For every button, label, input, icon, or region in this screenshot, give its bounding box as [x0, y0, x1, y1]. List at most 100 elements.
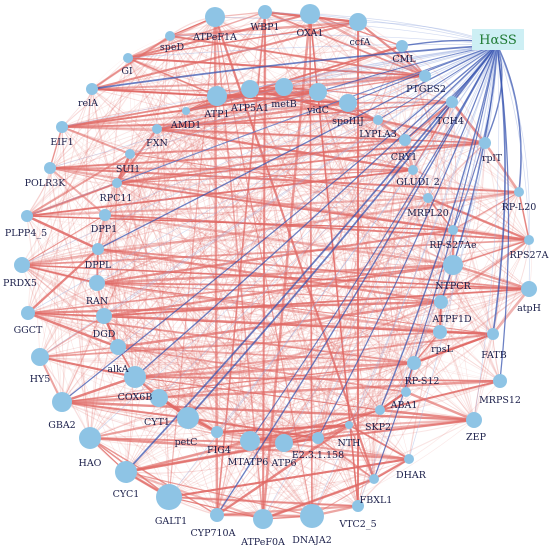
node-ptges2 [419, 70, 431, 82]
node-galt1 [156, 484, 182, 510]
network-edge [61, 379, 501, 404]
network-edge [283, 442, 375, 480]
network-edge [345, 21, 381, 411]
network-edge [412, 169, 530, 241]
network-edge [168, 478, 375, 498]
hub-edge [216, 44, 498, 433]
network-edge [21, 263, 98, 285]
network-edge [168, 333, 494, 498]
node-hy5 [31, 348, 49, 366]
network-edge [404, 139, 530, 241]
node-atp6 [275, 434, 293, 452]
network-edge [134, 361, 415, 379]
node-dppl [92, 243, 104, 255]
network-edge [317, 437, 375, 480]
node-label-dhar: DHAR [396, 470, 427, 481]
network-edge [127, 57, 359, 507]
network-edge [283, 331, 441, 444]
node-label-atph: atpH [517, 303, 541, 314]
node-label-fig4: FIG4 [207, 445, 231, 456]
node-label-ran: RAN [86, 296, 108, 307]
node-label-rp-s27ae: RP-S27Ae [429, 240, 477, 251]
node-dnaja2 [300, 504, 324, 528]
network-edge [473, 333, 494, 421]
network-edge [262, 169, 414, 520]
node-tch4 [446, 96, 458, 108]
node-label-cyp710a: CYP710A [191, 528, 236, 539]
network-edge [26, 196, 429, 218]
network-edge [39, 356, 160, 399]
network-edge [129, 35, 171, 155]
network-edge [156, 127, 414, 172]
network-edge [125, 102, 349, 473]
network-edge [491, 288, 531, 335]
network-edge [134, 333, 494, 378]
node-atp1 [207, 86, 227, 106]
network-edge [26, 215, 475, 421]
node-label-rpc11: RPC11 [100, 193, 133, 204]
node-label-spoiiij: spoIIIJ [332, 116, 364, 127]
node-atpef0a [253, 509, 273, 529]
network-edge [249, 139, 406, 442]
network-edge [373, 142, 486, 480]
network-edge [39, 356, 136, 378]
network-edge [104, 91, 319, 216]
network-edge [27, 45, 403, 314]
network-edge [103, 142, 486, 317]
hub-edge [473, 44, 500, 421]
network-edge [440, 239, 530, 303]
network-edge [169, 35, 486, 144]
network-edge [21, 264, 359, 507]
node-rps27a [524, 235, 534, 245]
network-edge [262, 333, 494, 520]
network-edge [264, 11, 426, 77]
hub-edge [169, 34, 498, 46]
node-label-atp6: ATP6 [270, 458, 296, 469]
node-atp5a1 [241, 80, 259, 98]
hub-edge [357, 44, 498, 507]
network-edge [116, 11, 266, 184]
node-label-oxa1: OXA1 [297, 28, 324, 39]
network-edge [424, 75, 454, 266]
node-label-rplt: rplT [482, 153, 503, 164]
node-label-fxn: FXN [146, 138, 168, 149]
network-edge [91, 88, 313, 517]
node-label-atpf1d: ATPF1D [431, 314, 472, 325]
network-edge [412, 169, 454, 266]
network-edge [216, 437, 319, 516]
network-edge [156, 101, 453, 130]
node-label-ccfa: ccfA [349, 37, 370, 48]
network-edge [127, 57, 218, 97]
hub-edge [96, 44, 498, 284]
network-edge [26, 88, 93, 217]
network-edge [61, 104, 406, 141]
node-label-hy5: HY5 [30, 374, 51, 385]
network-edge [97, 95, 218, 250]
network-edge [125, 142, 486, 473]
network-edge [26, 215, 91, 439]
network-edge [26, 215, 218, 516]
network-edge [91, 88, 285, 444]
network-edge [21, 264, 119, 348]
network-edge [61, 401, 410, 461]
network-edge [91, 21, 359, 90]
hub-edge [156, 44, 498, 130]
network-edge [127, 57, 158, 130]
network-edge [249, 288, 530, 442]
network-edge [97, 91, 319, 250]
node-label-rp-l20: RP-L20 [502, 202, 537, 213]
node-polr3k [44, 162, 56, 174]
network-edge [134, 139, 406, 378]
network-edge [97, 248, 218, 433]
network-edge [97, 248, 359, 507]
hub-edge [249, 44, 498, 442]
network-edge [39, 169, 414, 358]
network-edge [452, 228, 530, 242]
node-label-nth: NTH [338, 438, 361, 449]
network-edge [405, 301, 442, 393]
node-label-metb: metB [271, 99, 296, 110]
node-rpc11 [112, 178, 122, 188]
network-edge [156, 128, 161, 399]
network-edge [49, 167, 454, 266]
